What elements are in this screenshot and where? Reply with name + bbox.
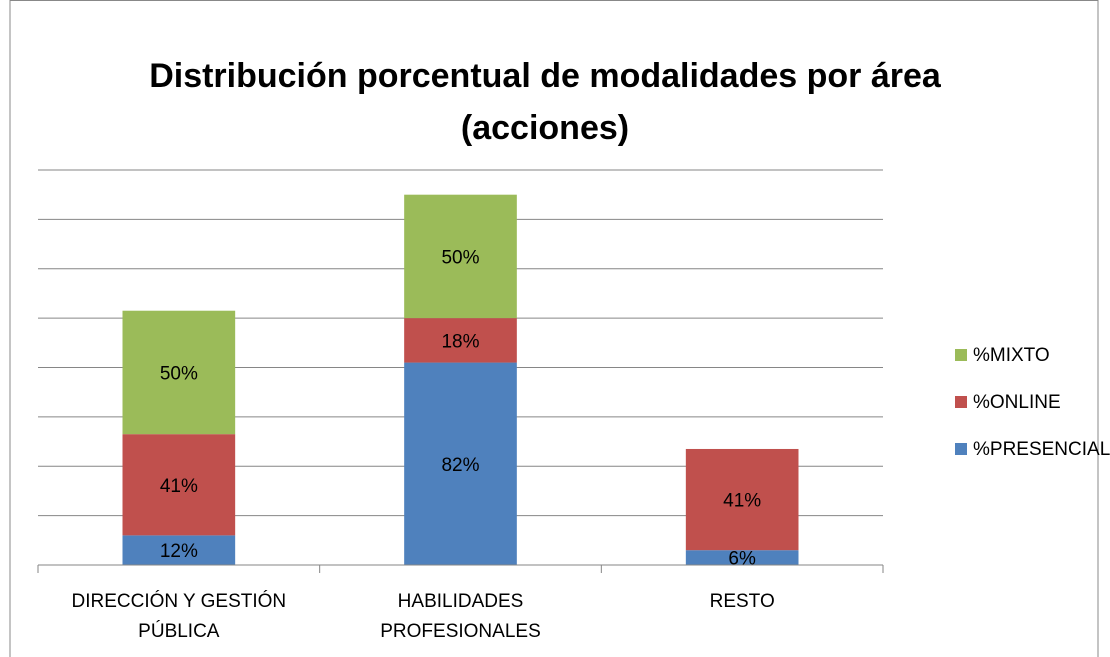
x-tick-label: HABILIDADES — [398, 591, 524, 612]
bar-segment — [404, 318, 517, 363]
legend-label: %ONLINE — [973, 392, 1061, 413]
data-label: 12% — [160, 541, 198, 562]
data-label: 50% — [160, 363, 198, 384]
data-label: 6% — [728, 549, 756, 570]
x-tick-label: PROFESIONALES — [380, 621, 541, 642]
legend-swatch — [955, 396, 967, 408]
bar-segment — [122, 310, 236, 435]
data-label: 18% — [441, 331, 479, 352]
legend-label: %MIXTO — [973, 345, 1050, 366]
bar-segment — [122, 535, 236, 565]
data-label: 41% — [723, 491, 761, 512]
data-label: 41% — [160, 476, 198, 497]
legend-label: %PRESENCIAL — [973, 439, 1110, 460]
x-tick-label: DIRECCIÓN Y GESTIÓN — [71, 590, 286, 612]
bar-segment — [404, 362, 517, 565]
chart-title: Distribución porcentual de modalidades p… — [149, 57, 942, 95]
chart-title: (acciones) — [461, 109, 629, 147]
legend-swatch — [955, 349, 967, 361]
bar-segment — [404, 194, 517, 319]
data-label: 82% — [441, 455, 479, 476]
x-tick-label: PÚBLICA — [138, 620, 220, 642]
x-tick-label: RESTO — [710, 591, 775, 612]
data-label: 50% — [441, 247, 479, 268]
legend-swatch — [955, 443, 967, 455]
bar-segment — [685, 448, 799, 551]
bar-segment — [685, 550, 799, 565]
bar-segment — [122, 434, 236, 536]
